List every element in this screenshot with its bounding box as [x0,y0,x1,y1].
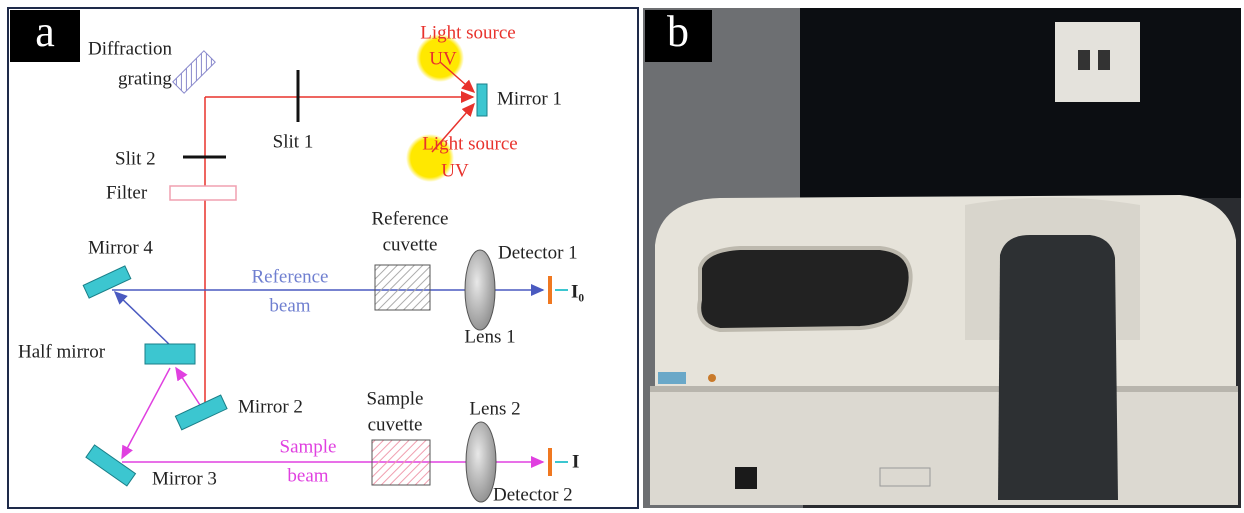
label: beam [287,465,328,486]
label: Light source [422,133,518,154]
label: cuvette [368,414,423,435]
label: Reference [372,208,449,229]
label: Lens 2 [469,398,520,419]
power-switch [735,467,757,489]
label: I [572,451,579,472]
housing [998,235,1118,500]
label: Mirror 4 [88,237,153,258]
label: Half mirror [18,341,106,362]
figure: a [0,0,1244,513]
paper-print [1098,50,1110,70]
window [800,8,1241,198]
label: cuvette [383,234,438,255]
panel-label: b [667,7,689,56]
instrument-seam [650,386,1238,392]
badge [658,372,686,384]
label: Reference [252,266,329,287]
lid [699,248,910,330]
label: Mirror 1 [497,88,562,109]
label: Lens 1 [464,326,515,347]
paper [1055,22,1140,102]
label: beam [269,295,310,316]
cuvette [375,265,430,310]
label: Slit 1 [273,131,314,152]
label: Diffraction [88,38,173,59]
label: Slit 2 [115,148,156,169]
label: Detector 2 [493,484,573,505]
label: grating [118,68,172,89]
label: I₀ [571,281,584,302]
panel-b: b [643,7,1241,508]
lens [466,422,496,502]
label: Light source [420,22,516,43]
label: UV [429,48,457,69]
label: UV [441,160,469,181]
mirror [477,84,487,116]
paper-print [1078,50,1090,70]
half-mirror [145,344,195,364]
label: Filter [106,182,148,203]
indicator [708,374,716,382]
label: Sample [367,388,424,409]
panel-label: a [35,7,55,56]
label: Mirror 2 [238,396,303,417]
label: Mirror 3 [152,468,217,489]
label: Detector 1 [498,242,578,263]
panel-a: a [8,7,638,508]
lens [465,250,495,330]
cuvette [372,440,430,485]
filter [170,186,236,200]
label: Sample [280,436,337,457]
